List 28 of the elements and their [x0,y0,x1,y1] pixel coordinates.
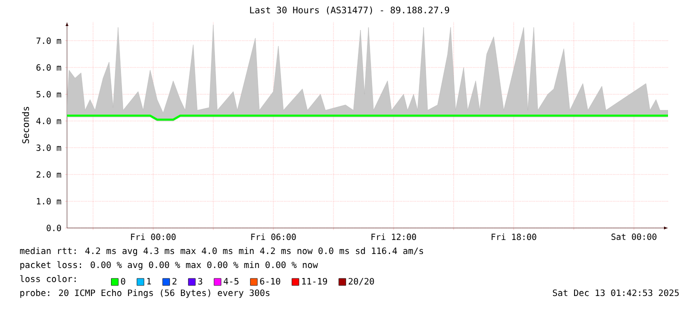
legend-label: 3 [198,278,202,285]
y-tick-label: 7.0 m [36,38,62,44]
chart-title: Last 30 Hours (AS31477) - 89.188.27.9 [250,6,450,14]
y-tick-label: 3.0 m [36,144,62,151]
legend-label: 1 [147,278,151,284]
y-tick-label: 0.0 [46,224,61,232]
x-tick-label: Sat 00:00 [611,234,656,240]
legend-label: 2 [172,278,176,284]
x-tick-label: Fri 06:00 [251,234,296,240]
legend-label: 0 [121,278,126,285]
y-tick-label: 4.0 m [36,118,62,124]
y-tick-label: 1.0 m [36,198,62,204]
x-tick-label: Fri 00:00 [131,234,176,240]
y-tick-label: 6.0 m [36,64,62,71]
text: probe: 20 ICMP Echo Pings (56 Bytes) every 300s [20,289,270,298]
legend-title: loss color: [20,275,76,282]
legend-label: 4-5 [224,278,238,285]
legend-label: 11-19 [302,278,328,285]
legend-label: 6-10 [260,278,280,285]
text: packet loss: 0.00 % avg 0.00 % max 0.00 % min 0.00 % now [20,261,318,270]
y-tick-label: 5.0 m [36,91,62,98]
x-tick-label: Fri 18:00 [492,234,536,240]
text: median rtt: 4.2 ms avg 4.3 ms max 4.0 ms min 4.2 ms now 0.0 ms sd 116.4 am/s [20,247,424,256]
y-axis-title: Seconds [22,106,30,144]
y-tick-label: 2.0 m [36,171,62,178]
legend-label: 20/20 [348,278,374,286]
text: Sat Dec 13 01:42:53 2025 [552,289,679,296]
x-tick-label: Fri 12:00 [372,234,416,240]
